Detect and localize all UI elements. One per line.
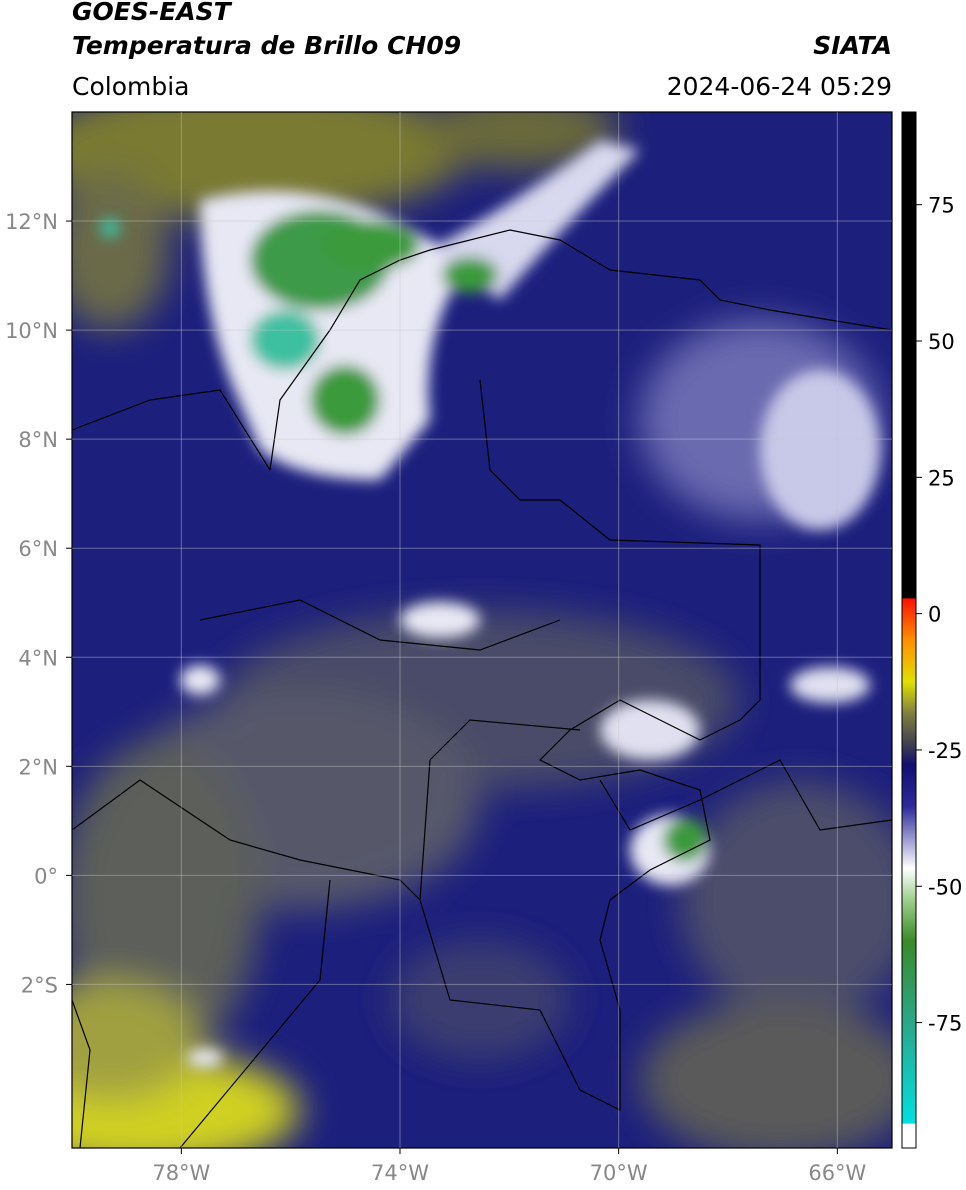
x-tick-label: 74°W	[371, 1161, 429, 1185]
colorbar-tick-label: 75	[928, 194, 955, 218]
borders	[72, 229, 892, 1148]
colorbar	[901, 111, 917, 1149]
colorbar-tick-label: 25	[928, 466, 955, 490]
x-tick-label: 78°W	[152, 1161, 210, 1185]
colorbar-tick-label: 50	[928, 330, 955, 354]
source: SIATA	[813, 31, 892, 60]
y-tick-label: 8°N	[18, 428, 58, 452]
y-tick-label: 2°S	[21, 973, 58, 997]
colorbar-tick-label: 0	[928, 603, 941, 627]
satellite-image	[72, 112, 892, 1148]
y-tick-label: 6°N	[18, 537, 58, 561]
y-tick-label: 10°N	[5, 319, 58, 343]
x-tick-label: 70°W	[590, 1161, 648, 1185]
y-tick-label: 4°N	[18, 646, 58, 670]
colorbar-tick-label: -50	[928, 875, 962, 899]
datetime: 2024-06-24 05:29	[667, 72, 892, 101]
y-tick-label: 12°N	[5, 210, 58, 234]
map-frame	[71, 111, 893, 1149]
y-tick-label: 2°N	[18, 755, 58, 779]
subtitle: Temperatura de Brillo CH09	[72, 31, 461, 60]
colorbar-tick-label: -75	[928, 1012, 962, 1036]
y-tick-label: 0°	[34, 864, 58, 888]
x-tick-label: 66°W	[808, 1161, 866, 1185]
region: Colombia	[72, 72, 189, 101]
title: GOES-EAST	[72, 0, 233, 26]
colorbar-tick-label: -25	[928, 739, 962, 763]
